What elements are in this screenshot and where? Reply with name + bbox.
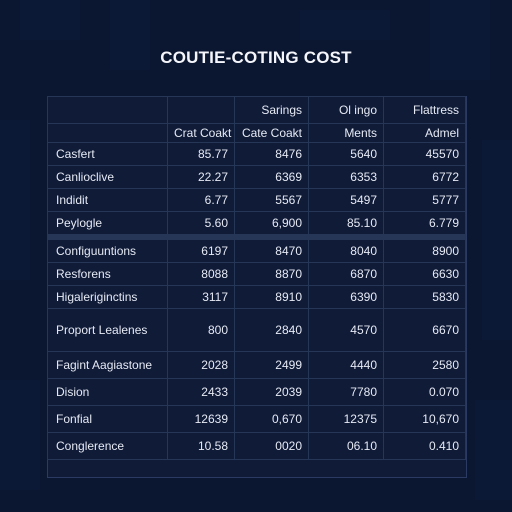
value-cell: 7780: [308, 378, 384, 406]
row-label: Fonfial: [47, 405, 168, 433]
cost-table: Sarings Ol ingo Flattress Crat Coakt Cate Co…: [47, 96, 466, 460]
table-row: Higaleriginctins 3117 8910 6390 5830: [47, 285, 466, 309]
value-cell: 6670: [383, 308, 466, 352]
row-label: Dision: [47, 378, 168, 406]
group-header-cell: Sarings: [234, 96, 309, 124]
table-row: Dision 2433 2039 7780 0.070: [47, 378, 466, 406]
value-cell: 10,670: [383, 405, 466, 433]
value-cell: 2499: [234, 351, 309, 379]
value-cell: 8900: [383, 234, 466, 263]
value-cell: 6630: [383, 262, 466, 286]
value-cell: 4570: [308, 308, 384, 352]
table-row: Configuuntions 6197 8470 8040 8900: [47, 234, 466, 263]
value-cell: 2028: [167, 351, 235, 379]
row-label: Fagint Aagiastone: [47, 351, 168, 379]
value-cell: 2039: [234, 378, 309, 406]
value-cell: 0.070: [383, 378, 466, 406]
value-cell: 6.77: [167, 188, 235, 212]
value-cell: 8910: [234, 285, 309, 309]
value-cell: 800: [167, 308, 235, 352]
value-cell: 2840: [234, 308, 309, 352]
column-header-cell: Ments: [308, 123, 384, 143]
value-cell: 2433: [167, 378, 235, 406]
value-cell: 0.410: [383, 432, 466, 460]
table-row: Canlioclive 22.27 6369 6353 6772: [47, 165, 466, 189]
table-row: Indidit 6.77 5567 5497 5777: [47, 188, 466, 212]
table-row: Casfert 85.77 8476 5640 45570: [47, 142, 466, 166]
value-cell: 6772: [383, 165, 466, 189]
value-cell: 0,670: [234, 405, 309, 433]
value-cell: 5777: [383, 188, 466, 212]
value-cell: 12639: [167, 405, 235, 433]
value-cell: 5640: [308, 142, 384, 166]
value-cell: 22.27: [167, 165, 235, 189]
row-label: Peylogle: [47, 211, 168, 238]
row-label: Configuuntions: [47, 234, 168, 263]
column-header-cell: Crat Coakt: [167, 123, 235, 143]
value-cell: 8088: [167, 262, 235, 286]
group-header-cell: Flattress: [383, 96, 466, 124]
value-cell: 5.60: [167, 211, 235, 238]
row-label: Casfert: [47, 142, 168, 166]
value-cell: 6,900: [234, 211, 309, 238]
value-cell: 12375: [308, 405, 384, 433]
table-row: Peylogle 5.60 6,900 85.10 6.779: [47, 211, 466, 238]
value-cell: 8870: [234, 262, 309, 286]
value-cell: 6353: [308, 165, 384, 189]
value-cell: 3117: [167, 285, 235, 309]
value-cell: 5830: [383, 285, 466, 309]
value-cell: 45570: [383, 142, 466, 166]
table-row: Conglerence 10.58 0020 06.10 0.410: [47, 432, 466, 460]
group-header-row: Sarings Ol ingo Flattress: [47, 96, 466, 124]
table-row: Fonfial 12639 0,670 12375 10,670: [47, 405, 466, 433]
value-cell: 6369: [234, 165, 309, 189]
value-cell: 6.779: [383, 211, 466, 238]
value-cell: 8476: [234, 142, 309, 166]
column-header-row: Crat Coakt Cate Coakt Ments Admel: [47, 123, 466, 143]
table-row: Fagint Aagiastone 2028 2499 4440 2580: [47, 351, 466, 379]
group-header-cell: [47, 96, 168, 124]
group-header-cell: [167, 96, 235, 124]
column-header-cell: Admel: [383, 123, 466, 143]
row-label: Conglerence: [47, 432, 168, 460]
value-cell: 10.58: [167, 432, 235, 460]
value-cell: 5497: [308, 188, 384, 212]
group-header-cell: Ol ingo: [308, 96, 384, 124]
value-cell: 6390: [308, 285, 384, 309]
value-cell: 5567: [234, 188, 309, 212]
value-cell: 85.10: [308, 211, 384, 238]
value-cell: 8470: [234, 234, 309, 263]
value-cell: 06.10: [308, 432, 384, 460]
value-cell: 85.77: [167, 142, 235, 166]
row-label: Proport Lealenes: [47, 308, 168, 352]
table-row: Resforens 8088 8870 6870 6630: [47, 262, 466, 286]
row-label: Canlioclive: [47, 165, 168, 189]
column-header-cell: [47, 123, 168, 143]
chart-title: COUTIE-COTING COST: [160, 48, 352, 67]
value-cell: 0020: [234, 432, 309, 460]
row-label: Indidit: [47, 188, 168, 212]
row-label: Resforens: [47, 262, 168, 286]
column-header-cell: Cate Coakt: [234, 123, 309, 143]
value-cell: 2580: [383, 351, 466, 379]
value-cell: 6197: [167, 234, 235, 263]
value-cell: 8040: [308, 234, 384, 263]
table-row: Proport Lealenes 800 2840 4570 6670: [47, 308, 466, 352]
value-cell: 4440: [308, 351, 384, 379]
value-cell: 6870: [308, 262, 384, 286]
row-label: Higaleriginctins: [47, 285, 168, 309]
